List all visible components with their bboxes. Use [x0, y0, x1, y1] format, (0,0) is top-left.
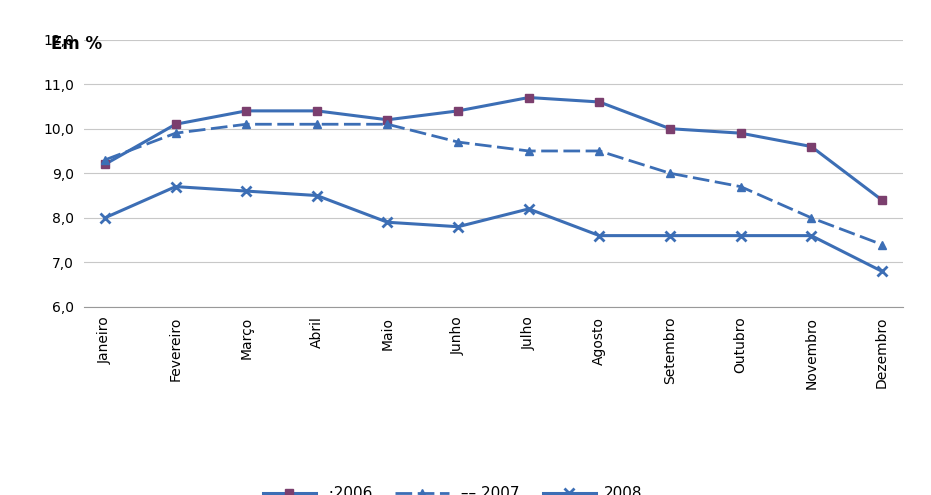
2008 [735, 233, 747, 239]
 ·2006 [665, 126, 676, 132]
Legend:  ·2006,  –– 2007, 2008: ·2006, –– 2007, 2008 [257, 480, 648, 495]
 ·2006 [594, 99, 605, 105]
 ·2006 [100, 161, 111, 167]
 –– 2007 [665, 170, 676, 176]
 –– 2007 [382, 121, 393, 127]
 ·2006 [805, 144, 816, 149]
 –– 2007 [311, 121, 322, 127]
 ·2006 [876, 197, 887, 203]
Line: 2008: 2008 [101, 182, 886, 276]
 ·2006 [382, 117, 393, 123]
 –– 2007 [100, 157, 111, 163]
2008 [170, 184, 182, 190]
 –– 2007 [240, 121, 251, 127]
 –– 2007 [594, 148, 605, 154]
 –– 2007 [523, 148, 534, 154]
2008 [594, 233, 605, 239]
 –– 2007 [805, 215, 816, 221]
 –– 2007 [170, 130, 182, 136]
2008 [523, 206, 534, 212]
2008 [311, 193, 322, 198]
 ·2006 [452, 108, 464, 114]
 –– 2007 [735, 184, 747, 190]
 ·2006 [240, 108, 251, 114]
2008 [805, 233, 816, 239]
Line:  ·2006: ·2006 [101, 94, 885, 204]
2008 [665, 233, 676, 239]
2008 [382, 219, 393, 225]
 ·2006 [523, 95, 534, 100]
Text: Em %: Em % [51, 35, 102, 52]
2008 [452, 224, 464, 230]
 –– 2007 [452, 139, 464, 145]
 ·2006 [170, 121, 182, 127]
 ·2006 [735, 130, 747, 136]
 –– 2007 [876, 242, 887, 248]
2008 [876, 268, 887, 274]
 ·2006 [311, 108, 322, 114]
Line:  –– 2007: –– 2007 [101, 120, 886, 248]
2008 [100, 215, 111, 221]
2008 [240, 188, 251, 194]
